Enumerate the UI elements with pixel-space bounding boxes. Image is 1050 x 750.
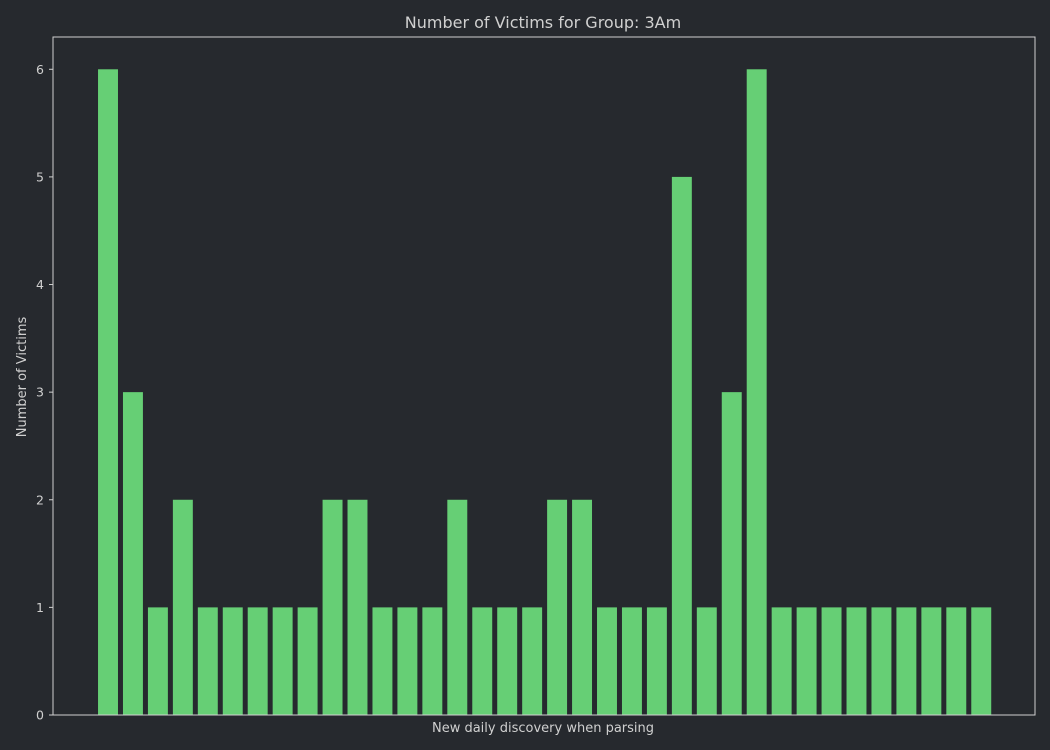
- bar: [372, 607, 393, 715]
- x-axis-label: New daily discovery when parsing: [432, 721, 654, 736]
- bar: [671, 176, 692, 715]
- bar: [796, 607, 817, 715]
- bar: [497, 607, 518, 715]
- bars-group: [98, 69, 992, 716]
- bar: [846, 607, 867, 715]
- bar: [272, 607, 293, 715]
- chart-title: Number of Victims for Group: 3Am: [405, 13, 681, 32]
- bar: [347, 499, 368, 715]
- bar: [297, 607, 318, 715]
- bar: [646, 607, 667, 715]
- y-tick-label: 2: [36, 492, 44, 507]
- bar: [871, 607, 892, 715]
- bar: [147, 607, 168, 715]
- bar: [98, 69, 118, 716]
- y-tick-label: 0: [36, 708, 44, 723]
- y-axis-label: Number of Victims: [15, 317, 30, 438]
- bar: [197, 607, 218, 715]
- bar: [422, 607, 443, 715]
- y-tick-label: 1: [36, 600, 44, 615]
- y-tick-label: 6: [36, 62, 44, 77]
- bar: [472, 607, 493, 715]
- bar: [721, 392, 742, 715]
- y-axis: 0 1 2 3 4 5 6: [36, 62, 53, 723]
- bar: [322, 499, 343, 715]
- y-tick-label: 4: [36, 277, 44, 292]
- bar: [696, 607, 717, 715]
- bar: [821, 607, 842, 715]
- bar: [971, 607, 992, 715]
- bar: [122, 392, 143, 715]
- bar: [621, 607, 642, 715]
- bar: [771, 607, 792, 715]
- bar: [946, 607, 967, 715]
- y-tick-label: 3: [36, 385, 44, 400]
- bar: [247, 607, 268, 715]
- bar: [597, 607, 617, 715]
- bar: [921, 607, 942, 715]
- bar: [222, 607, 243, 715]
- bar: [746, 69, 767, 716]
- plot-frame: [52, 36, 1036, 716]
- y-tick-label: 5: [36, 169, 44, 184]
- bar: [522, 607, 543, 715]
- bar: [447, 499, 468, 715]
- bar: [572, 499, 593, 715]
- bar: [896, 607, 917, 715]
- bar: [397, 607, 418, 715]
- bar: [547, 499, 568, 715]
- bar: [172, 499, 193, 715]
